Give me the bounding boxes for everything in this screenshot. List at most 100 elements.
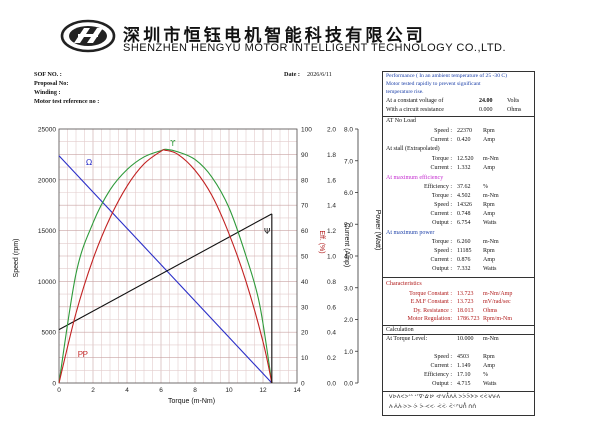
dy-resistance-unit: Ohms — [483, 308, 498, 314]
company-name-chinese: 深圳市恒钰电机智能科技有限公司 — [123, 26, 426, 46]
motor-regulation-label: Motor Regulation: — [407, 316, 453, 322]
current-tick-label: 1.8 — [327, 152, 336, 159]
efficiency-tick-label: 60 — [301, 228, 309, 235]
power-curve — [58, 149, 273, 384]
no-load-current-value: 0.420 — [457, 137, 471, 143]
torque-constant-value: 13.723 — [457, 291, 474, 297]
current-tick-label: 1.4 — [327, 203, 336, 210]
current-curve — [58, 213, 273, 331]
calc-efficiency-label: Efficiency : — [423, 372, 452, 378]
no-load-speed-value: 22370 — [457, 128, 472, 134]
footer-line1: ᐯᐅᐱᐸᐳᐢᐣ ᐩᐪᐫᐬᐭ ᐮᐯᐰᐱᐲ ᐳᐴᐵᐶᐷ ᐸᐹᐺᐻᐼ — [389, 395, 501, 400]
efficiency-curve — [58, 148, 273, 384]
proposal-label: Proposal No: — [34, 80, 69, 87]
max-power-output-label: Output : — [432, 266, 452, 272]
current-tick-label: 1.0 — [327, 254, 336, 261]
max-power-current-label: Current : — [430, 257, 453, 263]
speed-tick-label: 15000 — [38, 228, 56, 235]
calc-output-label: Output : — [432, 381, 452, 387]
resistance-value: 0.000 — [479, 107, 493, 113]
speed-tick-label: 5000 — [42, 330, 57, 337]
speed-tick-label: 0 — [52, 381, 56, 388]
power-tick-label: 1.0 — [344, 349, 353, 356]
stall-current-value: 1.332 — [457, 165, 471, 171]
efficiency-tick-label: 40 — [301, 279, 309, 286]
resistance-label: With a circuit resistance — [386, 107, 444, 113]
voltage-label: At a constant voltage of — [386, 98, 444, 104]
max-eff-current-label: Current : — [430, 211, 453, 217]
max-power-speed-label: Speed : — [434, 248, 452, 254]
characteristics-section: Characteristics Torque Constant : 13.723… — [383, 277, 534, 322]
chart-curves: Ω ϒ Ψ ᏢᏢ — [58, 139, 273, 384]
max-eff-eff-unit: % — [483, 184, 488, 190]
max-eff-torque-value: 4.502 — [457, 193, 471, 199]
calc-title: Calculation — [386, 327, 414, 333]
speed-tick-label: 20000 — [38, 177, 56, 184]
power-axis-title: Power (Watt) — [374, 210, 381, 251]
efficiency-axis-title: Eff. (%) — [318, 230, 325, 253]
dy-resistance-value: 18.013 — [457, 308, 474, 314]
speed-tick-label: 25000 — [38, 127, 56, 134]
test-reference-label: Motor test reference no : — [34, 98, 100, 105]
power-tick-label: 4.0 — [344, 254, 353, 261]
efficiency-tick-label: 20 — [301, 330, 309, 337]
company-name-english: SHENZHEN HENGYU MOTOR INTELLIGENT TECHNO… — [123, 42, 507, 54]
max-power-current-unit: Amp — [483, 257, 495, 263]
efficiency-tick-label: 70 — [301, 203, 309, 210]
max-power-torque-value: 6.260 — [457, 239, 471, 245]
max-eff-eff-value: 37.62 — [457, 184, 471, 190]
stall-torque-unit: m-Nm — [483, 156, 499, 162]
footer-section: ᐯᐅᐱᐸᐳᐢᐣ ᐩᐪᐫᐬᐭ ᐮᐯᐰᐱᐲ ᐳᐴᐵᐶᐷ ᐸᐹᐺᐻᐼ ᐽᐾᐿᑀᑁᑂ ᑃ… — [383, 391, 534, 410]
max-power-current-value: 0.876 — [457, 257, 471, 263]
current-axis-title: Current (Amp) — [343, 223, 350, 267]
x-tick-label: 6 — [159, 387, 163, 394]
dy-resistance-label: Dy. Resistance : — [413, 308, 452, 314]
document-header: 深圳市恒钰电机智能科技有限公司 SHENZHEN HENGYU MOTOR IN… — [0, 0, 600, 62]
efficiency-tick-label: 10 — [301, 355, 309, 362]
calc-speed-unit: Rpm — [483, 354, 495, 360]
calc-current-label: Current : — [430, 363, 453, 369]
stall-current-unit: Amp — [483, 165, 495, 171]
max-power-torque-unit: m-Nm — [483, 239, 499, 245]
calc-efficiency-unit: % — [483, 372, 488, 378]
motor-regulation-unit: Rpm/m-Nm — [483, 316, 513, 322]
current-tick-label: 2.0 — [327, 127, 336, 134]
x-tick-label: 4 — [125, 387, 129, 394]
calc-efficiency-value: 17.10 — [457, 372, 471, 378]
x-tick-label: 2 — [91, 387, 95, 394]
max-power-torque-label: Torque : — [431, 239, 452, 245]
voltage-value: 24.00 — [479, 98, 493, 104]
calc-torque-value: 10.000 — [457, 336, 474, 342]
x-tick-label: 14 — [293, 387, 301, 394]
power-tick-label: 5.0 — [344, 222, 353, 229]
no-load-speed-unit: Rpm — [483, 128, 495, 134]
efficiency-tick-label: 100 — [301, 127, 312, 134]
date-value: 2026/6/11 — [307, 71, 332, 78]
no-load-title: AT No Load — [386, 118, 416, 124]
calc-speed-label: Speed : — [434, 354, 452, 360]
efficiency-tick-label: 0 — [301, 381, 305, 388]
footer-line2: ᐽᐾᐿᑀᑁᑂ ᑃᑄᑅ ᑆᑇ ᑈᑉᑊᑋᑌᑍ ᑎᑏ — [389, 405, 477, 410]
max-eff-speed-value: 14326 — [457, 202, 472, 208]
max-power-speed-unit: Rpm — [483, 248, 495, 254]
no-load-speed-label: Speed : — [434, 128, 452, 134]
power-tick-label: 0.0 — [344, 381, 353, 388]
calc-current-unit: Amp — [483, 363, 495, 369]
current-tick-label: 1.6 — [327, 177, 336, 184]
stall-current-label: Current : — [430, 165, 453, 171]
efficiency-tick-label: 30 — [301, 304, 309, 311]
chart-ticks: 0 2 4 6 8 10 12 1405000100001500020000250000102… — [38, 127, 359, 394]
perf-line3: temperature rise. — [386, 89, 424, 95]
power-curve-symbol: ᏢᏢ — [78, 350, 88, 359]
efficiency-tick-label: 50 — [301, 254, 309, 261]
max-eff-current-value: 0.748 — [457, 211, 471, 217]
efficiency-tick-label: 80 — [301, 177, 309, 184]
max-eff-speed-unit: Rpm — [483, 202, 495, 208]
current-tick-label: 0.6 — [327, 304, 336, 311]
torque-constant-unit: m-Nm/Amp — [483, 291, 513, 297]
x-tick-label: 10 — [225, 387, 233, 394]
max-power-speed-value: 11185 — [457, 248, 472, 254]
max-eff-output-label: Output : — [432, 220, 452, 226]
winding-label: Winding : — [34, 89, 61, 96]
max-eff-torque-label: Torque : — [431, 193, 452, 199]
